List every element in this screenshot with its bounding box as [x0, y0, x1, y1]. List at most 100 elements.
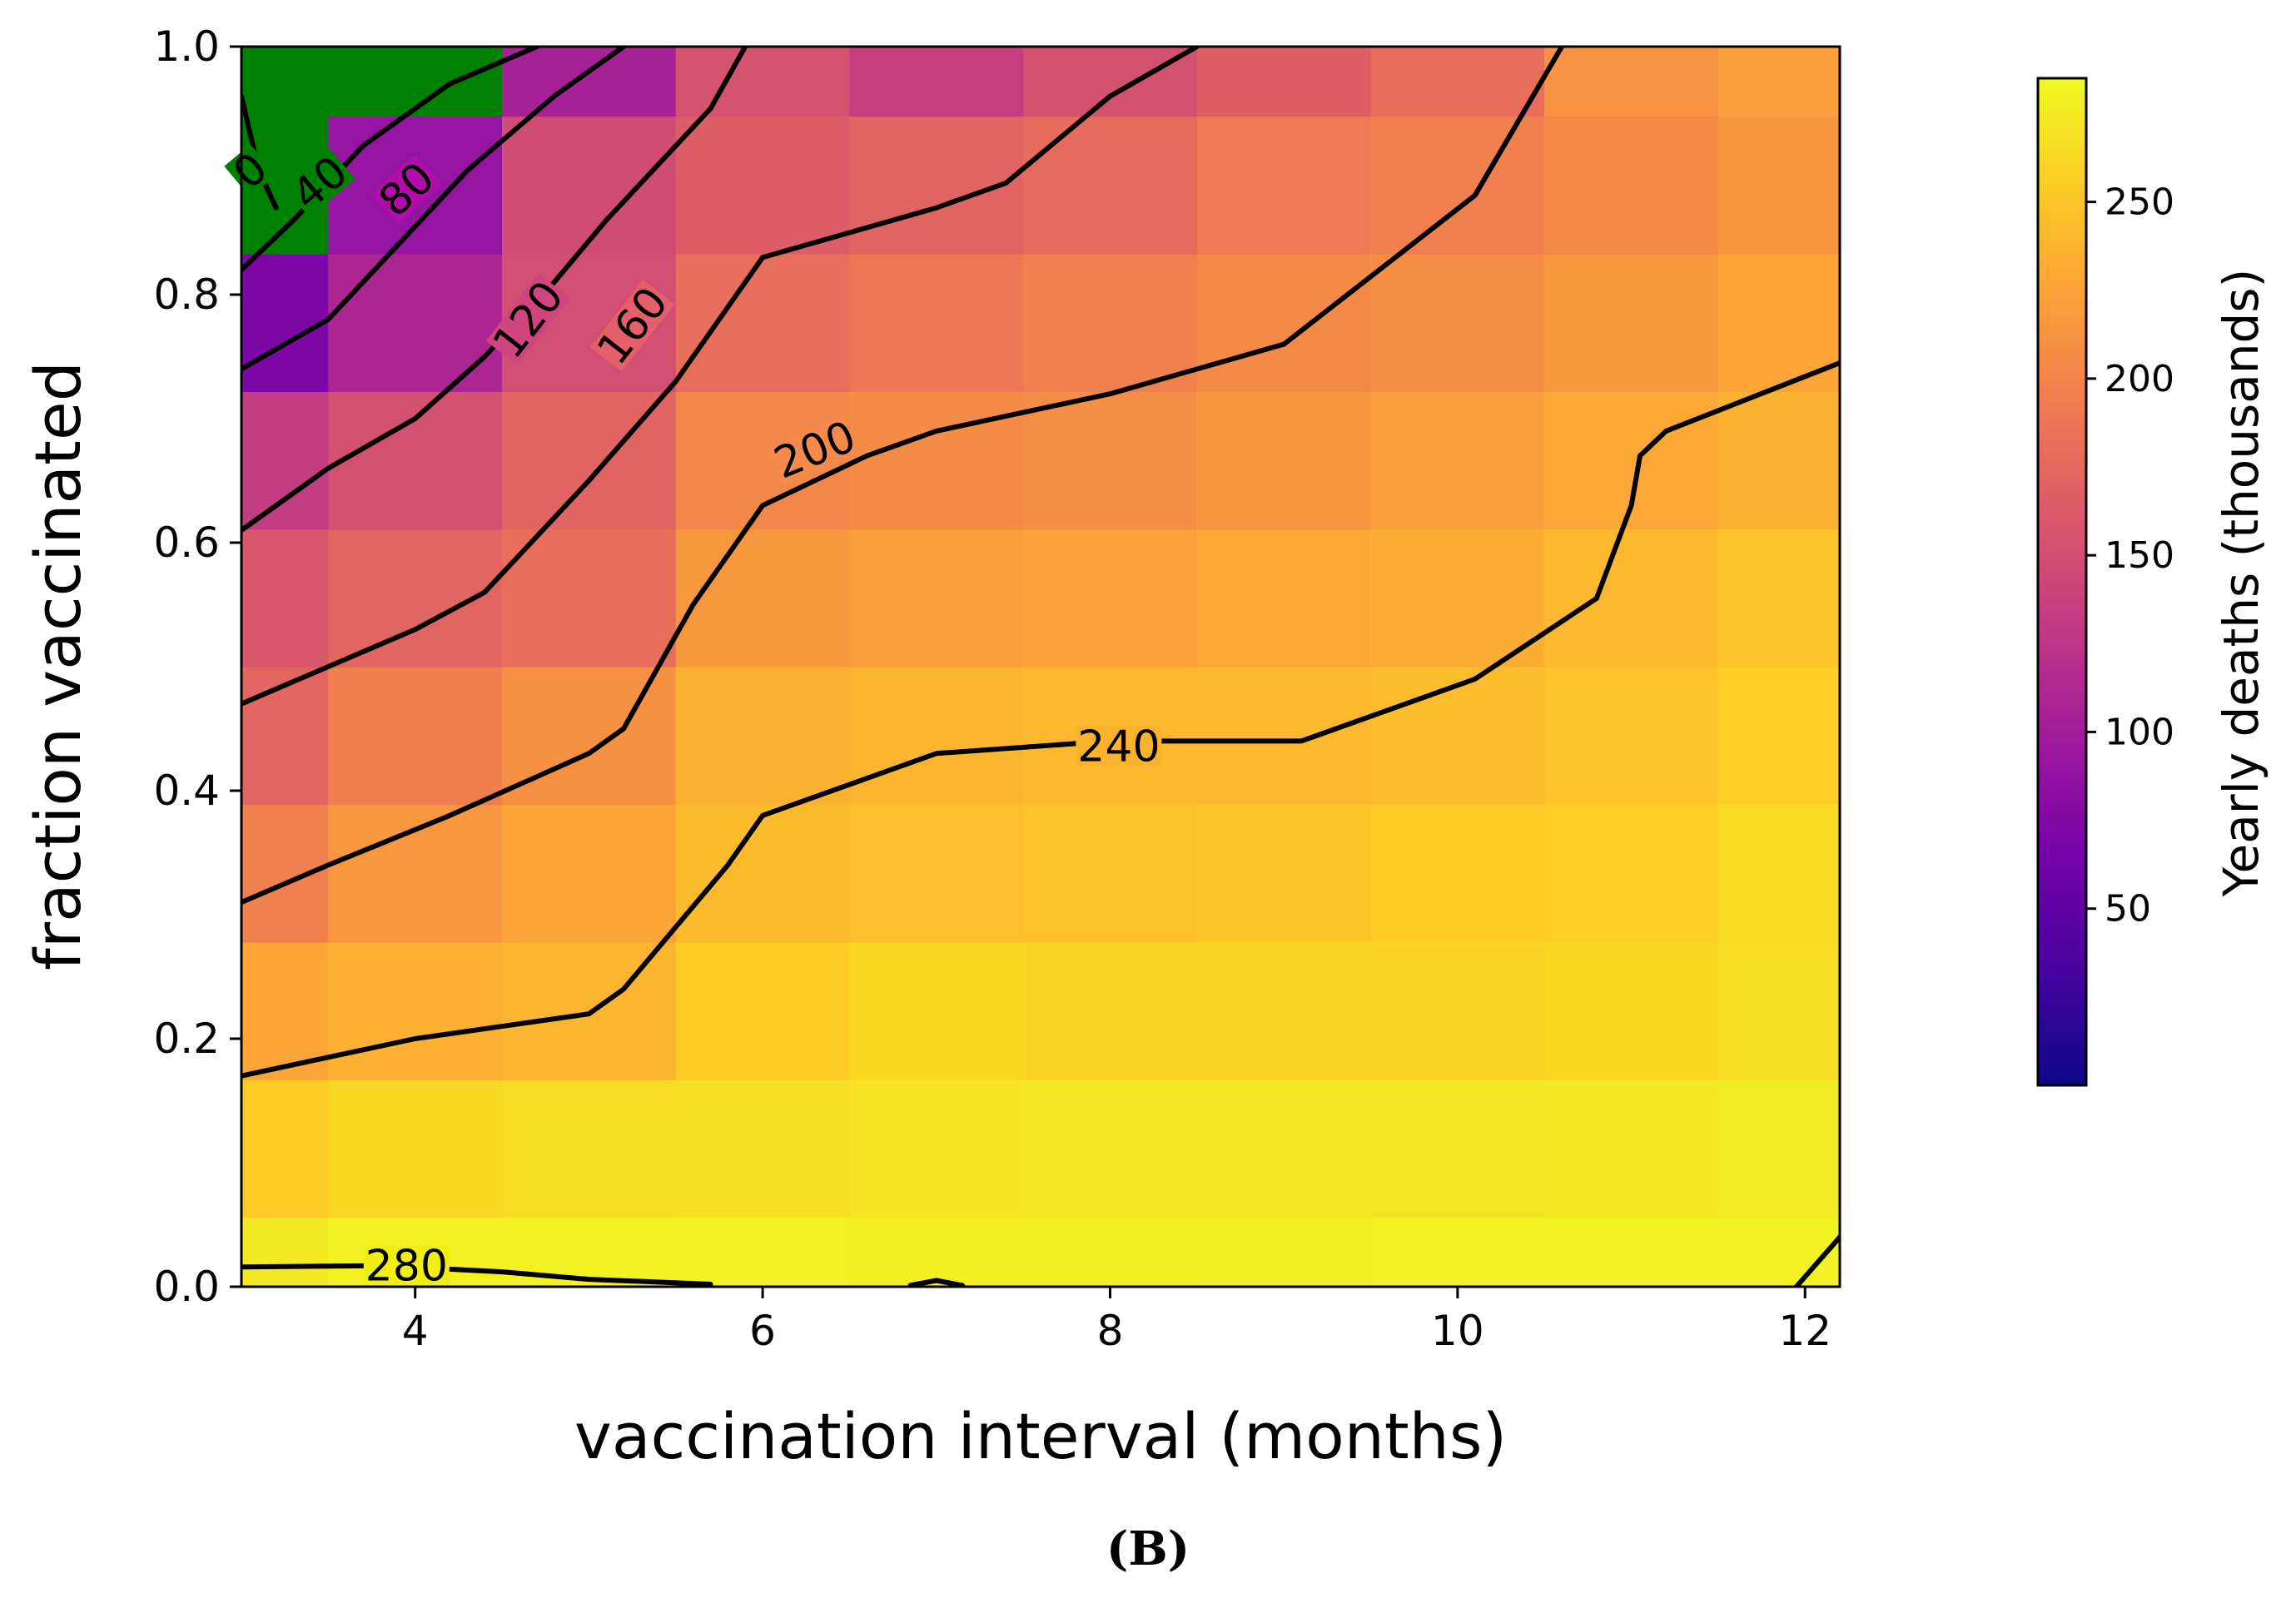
x-tick-label: 8 — [1097, 1307, 1124, 1355]
contour-line-80 — [241, 47, 627, 372]
y-tick-label: 0.8 — [153, 270, 220, 319]
heatmap-cell — [1370, 391, 1545, 530]
heatmap-cell — [1023, 941, 1198, 1080]
colorbar-tick-label: 50 — [2105, 888, 2151, 931]
colorbar-label: Yearly deaths (thousands) — [2213, 269, 2269, 897]
heatmap-cell — [1370, 804, 1545, 943]
heatmap-cell — [1196, 667, 1372, 806]
contour-line-280 — [241, 1263, 713, 1287]
contour-line-120 — [241, 47, 748, 533]
heatmap-cell — [241, 47, 330, 117]
heatmap-cell — [675, 529, 851, 667]
colorbar-tick-label: 100 — [2105, 711, 2174, 753]
contour-label-text: 280 — [365, 1242, 448, 1292]
heatmap-cell — [1544, 1079, 1719, 1218]
heatmap-cell — [1370, 116, 1545, 255]
heatmap-cell — [241, 667, 330, 806]
colorbar-ticks: 50 100 150 200 250 — [2086, 181, 2174, 931]
heatmap-cell — [241, 1217, 330, 1287]
heatmap-cell — [502, 116, 677, 255]
heatmap-cell — [1023, 116, 1198, 255]
heatmap-cell — [1544, 529, 1719, 667]
heatmap-cell — [1196, 1217, 1372, 1287]
heatmap-cell — [1717, 1079, 1840, 1218]
heatmap-cell — [1023, 253, 1198, 392]
contour-label-text: 240 — [1077, 722, 1160, 772]
heatmap-cell — [502, 529, 677, 667]
x-axis-label: vaccination interval (months) — [574, 1399, 1507, 1473]
heatmap-cell — [849, 253, 1024, 392]
heatmap-cell — [1717, 941, 1840, 1080]
contour-line-160 — [241, 47, 1200, 707]
heatmap-cell — [1717, 804, 1840, 943]
figure-caption: (B) — [1106, 1521, 1190, 1576]
contour-label: 240 — [1076, 722, 1162, 772]
heatmap-cell — [675, 667, 851, 806]
y-axis: 0.0 0.2 0.4 0.6 0.8 1.0 — [153, 22, 241, 1311]
heatmap-cell — [328, 47, 503, 117]
heatmap-cell — [1023, 47, 1198, 117]
heatmap-cell — [1370, 1217, 1545, 1287]
heatmap-cell — [1196, 1079, 1372, 1218]
heatmap-cell — [502, 667, 677, 806]
x-tick-label: 4 — [402, 1307, 429, 1355]
heatmap-cell — [1196, 941, 1372, 1080]
heatmap-cell — [1544, 47, 1719, 117]
heatmap-cell — [241, 1079, 330, 1218]
y-tick-label: 0.0 — [153, 1263, 220, 1311]
heatmap-cell — [502, 47, 677, 117]
contour-line-280 — [907, 1278, 966, 1287]
heatmap-cell — [241, 529, 330, 667]
heatmap-cells — [241, 47, 1840, 1287]
y-tick-label: 1.0 — [153, 22, 220, 71]
plot-frame — [240, 45, 1841, 1288]
x-tick-label: 10 — [1431, 1307, 1484, 1355]
heatmap-cell — [328, 667, 503, 806]
heatmap-cell — [241, 391, 330, 530]
colorbar-tick-label: 150 — [2105, 534, 2174, 577]
heatmap-cell — [1196, 253, 1372, 392]
heatmap-cell — [1544, 667, 1719, 806]
heatmap-cell — [328, 804, 503, 943]
x-axis: 4 6 8 10 12 — [402, 1287, 1831, 1355]
contour-label: 280 — [363, 1242, 450, 1292]
heatmap-cell — [328, 1079, 503, 1218]
heatmap-cell — [1717, 391, 1840, 530]
heatmap-cell — [1544, 1217, 1719, 1287]
heatmap-cell — [502, 804, 677, 943]
colorbar — [2036, 77, 2088, 1087]
heatmap-cell — [1023, 391, 1198, 530]
heatmap-cell — [1370, 667, 1545, 806]
heatmap-cell — [1544, 116, 1719, 255]
heatmap-cell — [1370, 529, 1545, 667]
heatmap-cell — [1717, 667, 1840, 806]
heatmap-cell — [849, 667, 1024, 806]
colorbar-tick-label: 200 — [2105, 358, 2174, 400]
heatmap-cell — [1196, 391, 1372, 530]
contour-line-200 — [241, 47, 1565, 906]
heatmap-cell — [849, 391, 1024, 530]
heatmap-cell — [241, 941, 330, 1080]
contour-line-280 — [1793, 1234, 1840, 1287]
y-tick-label: 0.4 — [153, 767, 220, 815]
heatmap-cell — [1717, 529, 1840, 667]
heatmap-cell — [1370, 253, 1545, 392]
heatmap-cell — [1023, 804, 1198, 943]
heatmap-cell — [675, 1079, 851, 1218]
heatmap-cell — [1370, 941, 1545, 1080]
heatmap-cell — [849, 1217, 1024, 1287]
heatmap-cell — [1370, 1079, 1545, 1218]
heatmap-cell — [1544, 804, 1719, 943]
heatmap-cell — [1370, 47, 1545, 117]
heatmap-cell — [675, 47, 851, 117]
heatmap-cell — [675, 116, 851, 255]
heatmap-cell — [1717, 116, 1840, 255]
heatmap-cell — [1196, 804, 1372, 943]
heatmap-cell — [1023, 529, 1198, 667]
heatmap-cell — [328, 253, 503, 392]
heatmap-cell — [675, 1217, 851, 1287]
y-tick-label: 0.6 — [153, 519, 220, 567]
heatmap-cell — [1717, 47, 1840, 117]
heatmap-cell — [675, 941, 851, 1080]
